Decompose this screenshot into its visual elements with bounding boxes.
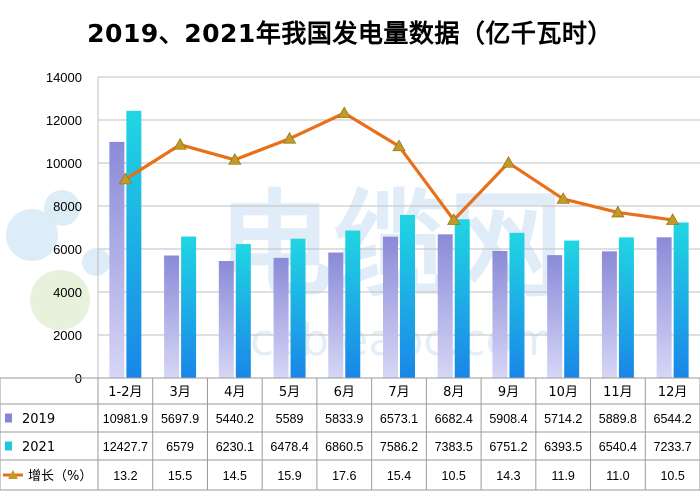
bar-2021 bbox=[673, 222, 689, 378]
x-category-label: 5月 bbox=[279, 385, 300, 400]
y-tick-label: 12000 bbox=[46, 113, 82, 128]
table-cell-value: 14.3 bbox=[496, 469, 520, 483]
x-category-label: 11月 bbox=[603, 385, 633, 400]
table-cell-value: 6751.2 bbox=[489, 440, 527, 454]
x-category-label: 8月 bbox=[443, 385, 464, 400]
y-tick-label: 2000 bbox=[53, 328, 82, 343]
bar-2019 bbox=[109, 141, 125, 378]
bar-2021 bbox=[618, 237, 634, 378]
watermark-logo-dot bbox=[44, 190, 80, 226]
bar-2021 bbox=[290, 238, 306, 378]
growth-marker bbox=[556, 192, 570, 204]
table-cell-value: 5833.9 bbox=[325, 412, 363, 426]
table-cell-value: 6682.4 bbox=[435, 412, 473, 426]
legend-label: 2021 bbox=[22, 440, 55, 455]
x-category-label: 1-2月 bbox=[108, 385, 142, 400]
x-category-label: 6月 bbox=[334, 385, 355, 400]
table-cell-value: 6393.5 bbox=[544, 440, 582, 454]
watermark-logo-dot bbox=[6, 209, 58, 261]
growth-marker bbox=[282, 131, 297, 144]
x-category-label: 4月 bbox=[224, 385, 245, 400]
bar-2019 bbox=[328, 252, 344, 378]
legend-label: 2019 bbox=[22, 412, 55, 427]
x-category-label: 9月 bbox=[498, 385, 519, 400]
x-category-label: 3月 bbox=[169, 385, 190, 400]
growth-marker bbox=[118, 172, 133, 185]
bar-2021 bbox=[564, 240, 580, 378]
growth-line bbox=[118, 106, 680, 225]
table-cell-value: 10.5 bbox=[660, 469, 684, 483]
y-tick-label: 8000 bbox=[53, 199, 82, 214]
bar-2019 bbox=[164, 255, 180, 378]
table-cell-value: 5440.2 bbox=[216, 412, 254, 426]
y-tick-label: 10000 bbox=[46, 156, 82, 171]
growth-marker bbox=[611, 205, 625, 218]
table-cell-value: 13.2 bbox=[113, 469, 137, 483]
table-cell-value: 6544.2 bbox=[654, 412, 692, 426]
chart-title: 2019、2021年我国发电量数据（亿千瓦时） bbox=[87, 19, 613, 48]
growth-marker bbox=[337, 106, 351, 119]
table-cell-value: 6579 bbox=[166, 440, 194, 454]
bar-2021 bbox=[126, 110, 142, 379]
bar-2019 bbox=[437, 234, 453, 378]
legend-key-marker bbox=[8, 470, 18, 479]
bar-2019 bbox=[273, 257, 289, 378]
legend-key-2021 bbox=[5, 441, 12, 451]
table-cell-value: 5889.8 bbox=[599, 412, 637, 426]
table-cell-value: 5589 bbox=[276, 412, 304, 426]
data-table: 1-2月 3月 4月 5月 6月 7月 8月 9月 10月 11月 12月 2019 10981.9 56… bbox=[0, 377, 700, 491]
bar-2019 bbox=[656, 237, 672, 378]
table-cell-value: 6540.4 bbox=[599, 440, 637, 454]
table-cell-value: 7233.7 bbox=[654, 440, 692, 454]
bar-2019 bbox=[492, 250, 508, 378]
growth-marker bbox=[228, 152, 242, 165]
x-category-label: 12月 bbox=[658, 385, 688, 400]
table-cell-value: 5908.4 bbox=[489, 412, 527, 426]
growth-marker bbox=[447, 213, 461, 225]
y-tick-label: 6000 bbox=[53, 242, 82, 257]
table-cell-value: 7383.5 bbox=[435, 440, 473, 454]
table-cell-value: 11.0 bbox=[606, 469, 629, 483]
bar-2021 bbox=[509, 232, 525, 378]
table-cell-value: 14.5 bbox=[223, 469, 247, 483]
legend-key-2019 bbox=[5, 413, 12, 423]
y-tick-label: 4000 bbox=[53, 285, 82, 300]
bar-2021 bbox=[454, 219, 470, 378]
bars bbox=[109, 110, 689, 379]
legend-label: 增长（%） bbox=[28, 469, 92, 484]
table-cell-value: 6478.4 bbox=[270, 440, 308, 454]
growth-marker bbox=[665, 213, 680, 225]
bar-2019 bbox=[601, 251, 617, 378]
bar-2019 bbox=[383, 236, 398, 378]
y-tick-label: 14000 bbox=[46, 70, 82, 85]
watermark-logo-dot bbox=[82, 248, 110, 276]
table-cell-value: 5697.9 bbox=[161, 412, 199, 426]
bar-2021 bbox=[400, 214, 415, 378]
bar-2021 bbox=[345, 230, 361, 378]
bar-2021 bbox=[235, 244, 251, 378]
table-cell-value: 6230.1 bbox=[216, 440, 254, 454]
table-cell-value: 10.5 bbox=[442, 469, 466, 483]
table-cell-value: 6573.1 bbox=[380, 412, 418, 426]
growth-marker bbox=[501, 155, 516, 168]
x-category-label: 7月 bbox=[388, 385, 409, 400]
growth-marker bbox=[173, 137, 187, 150]
table-cell-value: 11.9 bbox=[551, 469, 574, 483]
table-cell-value: 15.5 bbox=[168, 469, 192, 483]
table-cell-value: 10981.9 bbox=[103, 412, 148, 426]
growth-marker bbox=[392, 139, 406, 152]
bar-2021 bbox=[181, 236, 197, 378]
table-cell-value: 15.4 bbox=[387, 469, 411, 483]
table-cell-value: 7586.2 bbox=[380, 440, 418, 454]
watermark-logo-dot bbox=[30, 270, 90, 330]
table-cell-value: 17.6 bbox=[332, 469, 356, 483]
table-cell-value: 5714.2 bbox=[544, 412, 582, 426]
bar-2019 bbox=[218, 261, 234, 378]
table-cell-value: 6860.5 bbox=[325, 440, 363, 454]
x-category-label: 10月 bbox=[548, 385, 578, 400]
bar-2019 bbox=[547, 255, 563, 378]
table-cell-value: 15.9 bbox=[277, 469, 301, 483]
table-cell-value: 12427.7 bbox=[103, 440, 148, 454]
